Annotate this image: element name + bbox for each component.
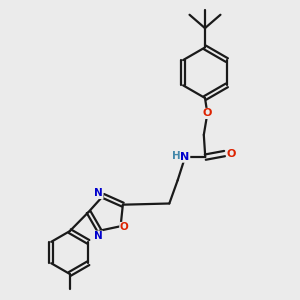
Text: N: N xyxy=(180,152,190,162)
Text: H: H xyxy=(172,151,181,160)
Text: O: O xyxy=(203,108,212,118)
Text: N: N xyxy=(94,231,103,241)
Text: O: O xyxy=(226,148,236,159)
Text: O: O xyxy=(120,222,128,233)
Text: N: N xyxy=(94,188,103,199)
